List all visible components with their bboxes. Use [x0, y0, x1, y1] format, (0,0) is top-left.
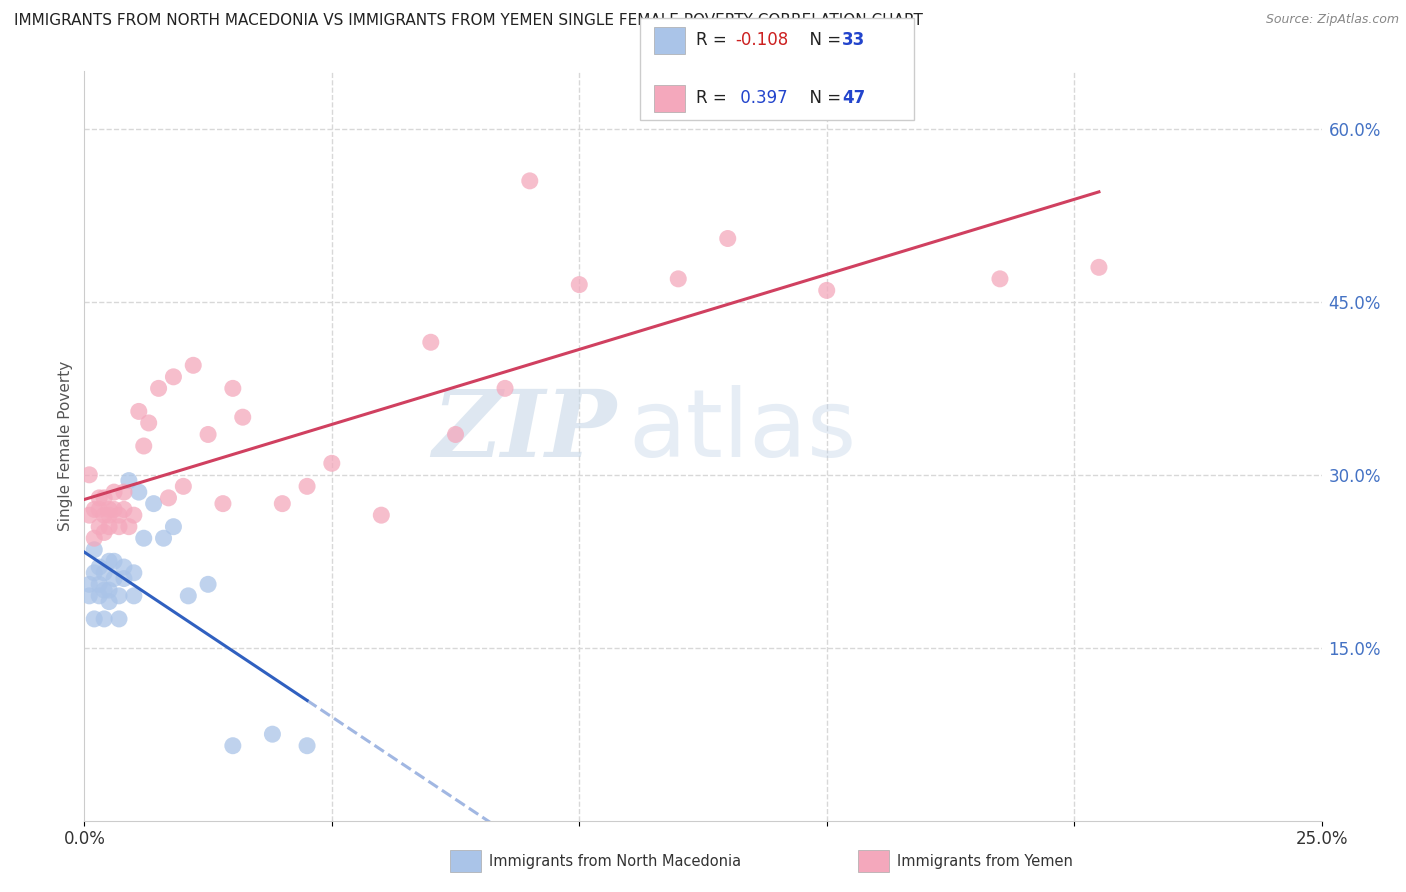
Point: [98, 502, 121, 516]
Text: atlas: atlas: [628, 385, 858, 477]
Text: IMMIGRANTS FROM NORTH MACEDONIA VS IMMIGRANTS FROM YEMEN SINGLE FEMALE POVERTY C: IMMIGRANTS FROM NORTH MACEDONIA VS IMMIG…: [14, 13, 922, 29]
Point: [197, 427, 219, 442]
Point: [112, 485, 135, 500]
Point: [148, 381, 170, 395]
Point: [132, 439, 155, 453]
Text: 33: 33: [842, 31, 866, 49]
Point: [222, 739, 245, 753]
Point: [112, 572, 135, 586]
Point: [444, 427, 467, 442]
Point: [79, 508, 101, 523]
Point: [152, 531, 174, 545]
Point: [118, 474, 141, 488]
Y-axis label: Single Female Poverty: Single Female Poverty: [58, 361, 73, 531]
Point: [321, 456, 343, 470]
Point: [370, 508, 392, 523]
Point: [89, 519, 111, 533]
Point: [122, 508, 145, 523]
Point: [83, 566, 105, 580]
Point: [98, 583, 121, 598]
Text: N =: N =: [799, 31, 846, 49]
Point: [197, 577, 219, 591]
Point: [112, 502, 135, 516]
Point: [103, 485, 125, 500]
Point: [122, 589, 145, 603]
Point: [162, 519, 184, 533]
Point: [181, 359, 204, 373]
Point: [162, 369, 184, 384]
Point: [108, 612, 131, 626]
Point: [988, 272, 1011, 286]
Point: [138, 416, 160, 430]
Point: [93, 612, 115, 626]
Point: [83, 502, 105, 516]
Point: [177, 589, 200, 603]
Point: [262, 727, 284, 741]
Point: [519, 174, 541, 188]
Point: [172, 479, 194, 493]
Point: [89, 491, 111, 505]
Point: [83, 542, 105, 557]
Point: [568, 277, 591, 292]
Text: 47: 47: [842, 89, 866, 107]
Point: [271, 497, 294, 511]
Point: [93, 583, 115, 598]
Point: [89, 589, 111, 603]
Point: [89, 577, 111, 591]
Text: R =: R =: [696, 31, 733, 49]
Point: [815, 284, 838, 298]
Text: ZIP: ZIP: [432, 386, 616, 476]
Point: [232, 410, 254, 425]
Point: [108, 508, 131, 523]
Text: R =: R =: [696, 89, 733, 107]
Point: [494, 381, 516, 395]
Point: [93, 491, 115, 505]
Point: [79, 589, 101, 603]
Point: [212, 497, 235, 511]
Point: [103, 554, 125, 568]
Point: [98, 508, 121, 523]
Point: [98, 519, 121, 533]
Point: [108, 519, 131, 533]
Point: [1088, 260, 1111, 275]
Point: [717, 231, 740, 245]
Point: [295, 479, 318, 493]
Point: [98, 594, 121, 608]
Point: [666, 272, 689, 286]
Point: [83, 612, 105, 626]
Point: [89, 502, 111, 516]
Text: -0.108: -0.108: [735, 31, 789, 49]
Point: [93, 566, 115, 580]
Point: [79, 467, 101, 482]
Point: [93, 508, 115, 523]
Point: [132, 531, 155, 545]
Point: [83, 531, 105, 545]
Point: [118, 519, 141, 533]
Point: [419, 335, 441, 350]
Point: [157, 491, 180, 505]
Text: Immigrants from Yemen: Immigrants from Yemen: [897, 855, 1073, 869]
Point: [108, 589, 131, 603]
Point: [128, 485, 150, 500]
Point: [112, 560, 135, 574]
Point: [128, 404, 150, 418]
Point: [103, 502, 125, 516]
Point: [103, 572, 125, 586]
Point: [79, 577, 101, 591]
Point: [89, 560, 111, 574]
Point: [142, 497, 165, 511]
Point: [222, 381, 245, 395]
Text: 0.397: 0.397: [735, 89, 787, 107]
Point: [295, 739, 318, 753]
Text: Immigrants from North Macedonia: Immigrants from North Macedonia: [489, 855, 741, 869]
Point: [122, 566, 145, 580]
Point: [98, 554, 121, 568]
Text: Source: ZipAtlas.com: Source: ZipAtlas.com: [1265, 13, 1399, 27]
Point: [93, 525, 115, 540]
Text: N =: N =: [799, 89, 846, 107]
